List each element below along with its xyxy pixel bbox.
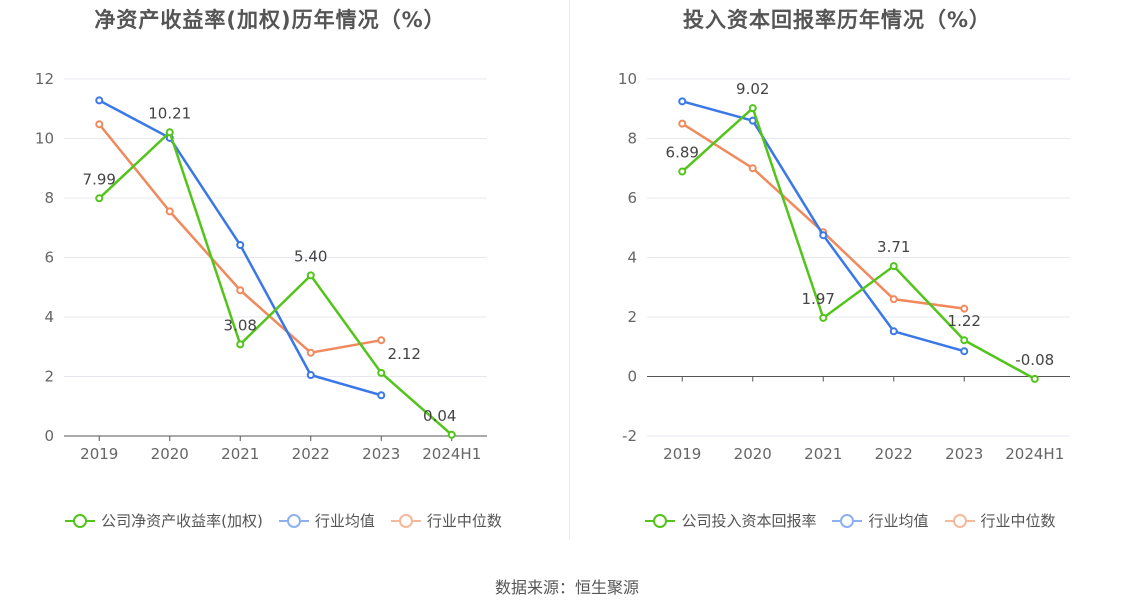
- y-tick-label: 0: [627, 368, 637, 386]
- data-point[interactable]: [306, 371, 315, 380]
- legend-label: 行业中位数: [426, 512, 502, 530]
- data-source-note: 数据来源：恒生聚源: [494, 578, 639, 597]
- data-point[interactable]: [236, 286, 245, 295]
- chart-title: 投入资本回报率历年情况（%）: [682, 8, 992, 32]
- series-line: [98, 130, 453, 436]
- y-tick-label: 2: [627, 308, 637, 326]
- data-point[interactable]: [95, 96, 104, 105]
- x-tick-label: 2024H1: [1005, 445, 1064, 463]
- legend-label: 行业中位数: [980, 512, 1056, 530]
- y-tick-label: 8: [627, 130, 637, 148]
- x-tick-label: 2023: [362, 445, 400, 463]
- y-tick-label: 10: [618, 70, 637, 88]
- data-point[interactable]: [678, 167, 687, 176]
- y-tick-label: 4: [627, 249, 637, 267]
- data-point[interactable]: [889, 262, 898, 271]
- x-tick-label: 2021: [221, 445, 259, 463]
- legend-label: 公司净资产收益率(加权): [101, 512, 263, 530]
- y-tick-label: 0: [44, 427, 54, 445]
- legend-marker-icon: [278, 513, 309, 528]
- data-point[interactable]: [678, 119, 687, 128]
- legend-item-industry-median[interactable]: 行业中位数: [390, 510, 502, 531]
- y-tick-label: 6: [627, 189, 637, 207]
- data-point[interactable]: [377, 336, 386, 345]
- legend-marker-icon: [65, 513, 96, 528]
- legend-marker-icon: [944, 513, 975, 528]
- legend-item-industry-mean[interactable]: 行业均值: [278, 510, 375, 531]
- roic-chart-panel: 投入资本回报率历年情况（%） -2 0 2 4 6 8 10 2019 2020 2021 2022…: [567, 0, 1134, 560]
- legend-item-company[interactable]: 公司净资产收益率(加权): [65, 510, 263, 531]
- legend-label: 行业均值: [314, 512, 375, 530]
- data-label: 0.04: [423, 407, 456, 425]
- y-tick-label: -2: [622, 427, 637, 445]
- x-tick-label: 2019: [80, 445, 118, 463]
- data-point[interactable]: [165, 207, 174, 216]
- legend-label: 公司投入资本回报率: [681, 512, 817, 530]
- data-label: 1.97: [802, 290, 835, 308]
- legend: 公司投入资本回报率 行业均值 行业中位数: [567, 510, 1134, 531]
- data-label: 2.12: [388, 345, 421, 363]
- data-label: 5.40: [294, 247, 327, 265]
- legend: 公司净资产收益率(加权) 行业均值 行业中位数: [0, 510, 567, 531]
- series-line: [681, 105, 1036, 380]
- data-label: 3.71: [877, 238, 910, 256]
- data-point[interactable]: [95, 194, 104, 203]
- data-label: 10.21: [148, 104, 191, 122]
- data-point[interactable]: [889, 295, 898, 304]
- roe-chart-panel: 净资产收益率(加权)历年情况（%） 0 2 4 6 8 10 12 2019 2020 2021 2…: [0, 0, 567, 560]
- x-tick-label: 2023: [945, 445, 983, 463]
- data-point[interactable]: [165, 128, 174, 137]
- data-label: 6.89: [666, 144, 699, 162]
- legend-label: 行业均值: [868, 512, 929, 530]
- x-tick-label: 2021: [804, 445, 842, 463]
- data-point[interactable]: [748, 164, 757, 173]
- series-line: [681, 122, 965, 310]
- roic-line-chart: -2 0 2 4 6 8 10 2019 2020 2021 2022 2023 2024H1 6.89 9…: [618, 70, 1070, 463]
- data-point[interactable]: [748, 116, 757, 125]
- x-tick-label: 2022: [875, 445, 913, 463]
- legend-marker-icon: [390, 513, 421, 528]
- data-point[interactable]: [377, 391, 386, 400]
- y-tick-label: 2: [44, 368, 54, 386]
- data-point[interactable]: [306, 348, 315, 357]
- legend-item-industry-median[interactable]: 行业中位数: [944, 510, 1056, 531]
- roe-line-chart: 0 2 4 6 8 10 12 2019 2020 2021 2022 2023 2024H1 7.99 1…: [35, 70, 487, 463]
- data-point[interactable]: [236, 241, 245, 250]
- data-point[interactable]: [889, 327, 898, 336]
- data-label: 3.08: [224, 316, 257, 334]
- x-tick-label: 2020: [734, 445, 772, 463]
- x-tick-label: 2020: [151, 445, 189, 463]
- data-point[interactable]: [377, 368, 386, 377]
- data-point[interactable]: [1030, 374, 1039, 383]
- x-tick-label: 2022: [292, 445, 330, 463]
- data-point[interactable]: [447, 430, 456, 439]
- x-tick-label: 2024H1: [422, 445, 481, 463]
- data-point[interactable]: [819, 313, 828, 322]
- y-tick-label: 8: [44, 189, 54, 207]
- data-point[interactable]: [960, 336, 969, 345]
- data-point[interactable]: [95, 120, 104, 129]
- data-point[interactable]: [236, 340, 245, 349]
- chart-title: 净资产收益率(加权)历年情况（%）: [94, 8, 446, 32]
- y-tick-label: 4: [44, 308, 54, 326]
- data-label: 7.99: [83, 170, 116, 188]
- data-point[interactable]: [678, 97, 687, 106]
- y-tick-label: 12: [35, 70, 54, 88]
- legend-marker-icon: [832, 513, 863, 528]
- data-point[interactable]: [960, 304, 969, 313]
- data-point[interactable]: [306, 271, 315, 280]
- legend-item-company[interactable]: 公司投入资本回报率: [645, 510, 816, 531]
- y-tick-label: 10: [35, 130, 54, 148]
- data-label: 9.02: [736, 80, 769, 98]
- y-tick-label: 6: [44, 249, 54, 267]
- data-point[interactable]: [960, 347, 969, 356]
- panel-divider: [569, 0, 570, 540]
- legend-item-industry-mean[interactable]: 行业均值: [832, 510, 929, 531]
- data-point[interactable]: [819, 231, 828, 240]
- data-label: 1.22: [948, 312, 981, 330]
- data-label: -0.08: [1015, 351, 1054, 369]
- data-point[interactable]: [748, 104, 757, 113]
- legend-marker-icon: [645, 513, 676, 528]
- x-tick-label: 2019: [663, 445, 701, 463]
